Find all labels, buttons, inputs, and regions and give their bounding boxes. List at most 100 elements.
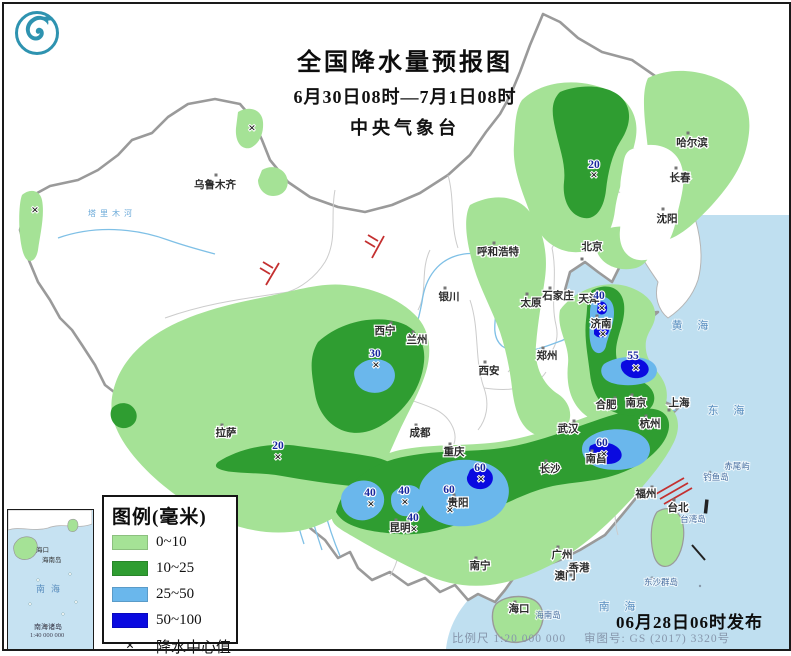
precip-center-marker: × [446,502,453,517]
legend-row: 50~100 [112,607,236,633]
city-label: 长沙 [540,462,561,475]
city-label: 拉萨 [216,426,237,439]
city-label: 郑州 [537,349,558,362]
cma-logo-icon [15,11,59,55]
legend-label: 10~25 [156,559,195,576]
city-dot [214,173,218,177]
city-dot [474,556,478,560]
precip-center-marker: × [401,494,408,509]
city-label: 昆明 [390,522,411,534]
city-label: 沈阳 [657,212,678,225]
city-label: 哈尔滨 [676,136,708,149]
city-dot [541,346,545,350]
city-label: 西宁 [375,324,396,337]
precip-center-marker: × [599,326,606,341]
geo-label: 东 海 [708,403,751,417]
city-dot [389,321,393,325]
precip-center-value: 20 [272,440,284,452]
city-label: 合肥 [595,398,617,411]
city-dot [556,545,560,549]
city-label: 杭州 [640,417,661,430]
city-label: 呼和浩特 [477,245,519,258]
city-label: 澳门 [555,569,576,582]
legend-swatch-10-25 [112,560,148,576]
legend-row: 0~10 [112,529,236,555]
city-label: 天津 [579,292,600,305]
inset-scale: 1:40 000 000 [30,632,65,639]
city-dot [525,292,529,296]
city-dot [650,485,654,489]
city-label: 长春 [670,171,691,184]
map-scale: 比例尺 1:20 000 000 [452,633,567,645]
inset-map [8,510,92,628]
legend-swatch-50-100 [112,612,148,628]
precip-center-marker: × [477,471,484,486]
legend-row: 10~25 [112,555,236,581]
city-label: 成都 [410,426,431,439]
city-dot [584,564,588,568]
precip-center-symbol: × [125,637,135,654]
city-label: 北京 [582,240,603,253]
legend-swatch-0-10 [112,534,148,550]
city-dot [492,241,496,245]
city-dot [613,396,617,400]
city-label: 石家庄 [541,289,574,302]
city-label: 西安 [479,364,500,377]
precip-center-marker: × [248,120,255,135]
city-dot [630,393,634,397]
precip-center-value: 40 [364,487,376,499]
city-label: 南宁 [470,559,491,572]
boundary-symbols [691,499,709,561]
city-label: 贵阳 [448,496,469,509]
city-dot [661,207,665,211]
city-label: 福州 [635,487,657,500]
city-dot [443,286,447,290]
inset-city-label: 海口 [36,547,49,554]
legend-label: 0~10 [156,533,187,550]
inset-sea-label: 南海 [36,584,67,594]
city-dot [411,330,415,334]
city-dot [672,498,676,502]
map-valid-period: 6月30日08时—7月1日08时 [293,87,517,107]
precip-center-value: 40 [398,485,410,497]
city-dot [644,414,648,418]
city-label: 南京 [626,396,647,409]
agency-name: 中央气象台 [350,118,460,138]
city-dot [590,449,594,453]
city-dot [452,493,456,497]
city-label: 台北 [668,501,689,514]
legend-row: 25~50 [112,581,236,607]
precip-center-value: 55 [627,350,639,362]
city-dot [572,419,576,423]
city-dot [548,286,552,290]
city-dot [544,459,548,463]
precip-center-marker: × [590,167,597,182]
map-title: 全国降水量预报图 [297,50,513,76]
precip-center-value: 40 [407,512,419,524]
precip-center-value: 60 [596,437,608,449]
legend-marker-label: 降水中心值 [156,639,232,656]
geo-label: 海南岛 [535,610,561,620]
legend-title: 图例(毫米) [112,507,207,528]
city-dot [667,408,671,412]
city-label: 广州 [552,548,573,561]
south-china-sea-inset: 海口 海南岛 南海 南海诸岛 1:40 000 000 [7,509,94,650]
city-label: 香港 [568,561,590,574]
city-dot [483,360,487,364]
precip-center-marker: × [367,496,374,511]
city-label: 上海 [669,396,690,409]
front-symbols [259,234,693,505]
taiwan-island [650,508,685,567]
precip-center-marker: × [600,446,607,461]
precip-center-marker: × [274,449,281,464]
precip-center-marker: × [31,202,38,217]
city-dot [513,600,517,604]
geo-label: 东沙群岛 [644,577,678,587]
city-label: 武汉 [558,422,579,435]
ne-clear-area [619,144,684,261]
geo-label: 钓鱼岛 [703,472,729,482]
